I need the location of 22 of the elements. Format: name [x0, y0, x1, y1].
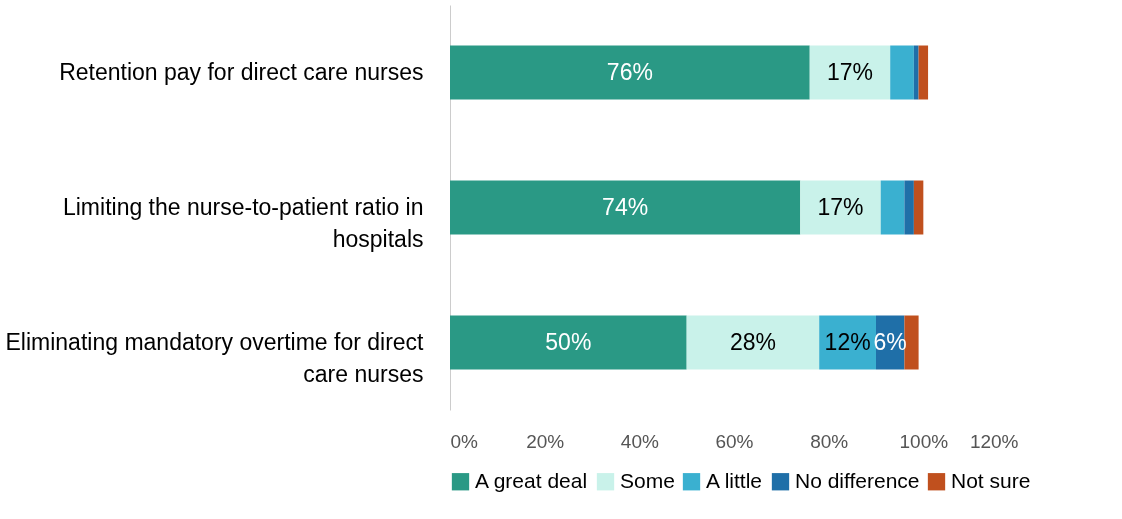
data-label: 17% — [826, 58, 873, 85]
legend-label: A little — [706, 468, 763, 492]
y-tick-label: Retention pay for direct care nurses — [59, 58, 424, 85]
x-tick-label: 0% — [450, 430, 479, 452]
data-label: 50% — [545, 328, 592, 355]
data-label: 74% — [602, 193, 649, 220]
legend-label: A great deal — [475, 468, 588, 492]
legend-label: Some — [620, 468, 675, 492]
x-tick-label: 80% — [810, 430, 849, 452]
data-label: 17% — [817, 193, 864, 220]
x-tick-label: 120% — [969, 430, 1019, 452]
legend-label: No difference — [795, 468, 920, 492]
y-tick-label: Eliminating mandatory overtime for direct care nurses — [5, 328, 425, 387]
legend-label: Not sure — [951, 468, 1031, 492]
data-label: 12% — [824, 328, 871, 355]
x-tick-label: 40% — [620, 430, 659, 452]
data-label: 76% — [606, 58, 653, 85]
x-tick-label: 20% — [526, 430, 565, 452]
x-tick-label: 60% — [715, 430, 754, 452]
x-tick-label: 100% — [899, 430, 949, 452]
data-label: 28% — [729, 328, 776, 355]
y-tick-label: Limiting the nurse-to-patient ratio in hospitals — [62, 193, 424, 252]
